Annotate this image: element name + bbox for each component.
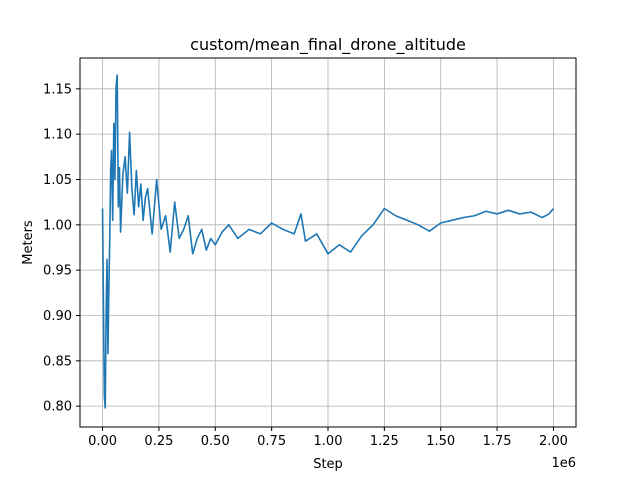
- x-axis-label: Step: [313, 457, 343, 472]
- tick-layer: 0.00 0.25 0.50 0.75 1.00 1.25 1.50 1.75 2.00 0.80…: [43, 82, 568, 449]
- x-tick-label: 1.25: [370, 434, 399, 449]
- x-tick-label: 1.00: [314, 434, 343, 449]
- y-tick-label: 0.90: [43, 309, 72, 324]
- x-tick-label: 1.75: [483, 434, 512, 449]
- y-tick-label: 1.05: [43, 173, 72, 188]
- series-layer: [101, 74, 555, 409]
- x-tick-label: 0.50: [201, 434, 230, 449]
- chart-title: custom/mean_final_drone_altitude: [190, 35, 466, 55]
- y-tick-label: 0.95: [43, 264, 72, 279]
- y-tick-label: 0.85: [43, 354, 72, 369]
- x-axis-offset-label: 1e6: [551, 456, 576, 471]
- y-tick-label: 1.15: [43, 82, 72, 97]
- y-tick-label: 1.10: [43, 128, 72, 143]
- x-tick-label: 0.00: [88, 434, 117, 449]
- x-tick-label: 2.00: [539, 434, 568, 449]
- y-tick-label: 1.00: [43, 218, 72, 233]
- x-tick-label: 0.25: [144, 434, 173, 449]
- y-tick-label: 0.80: [43, 400, 72, 415]
- y-axis-label: Meters: [21, 220, 36, 265]
- series-line: [101, 74, 555, 409]
- x-tick-label: 1.50: [426, 434, 455, 449]
- grid-layer: [80, 58, 576, 427]
- x-tick-label: 0.75: [257, 434, 286, 449]
